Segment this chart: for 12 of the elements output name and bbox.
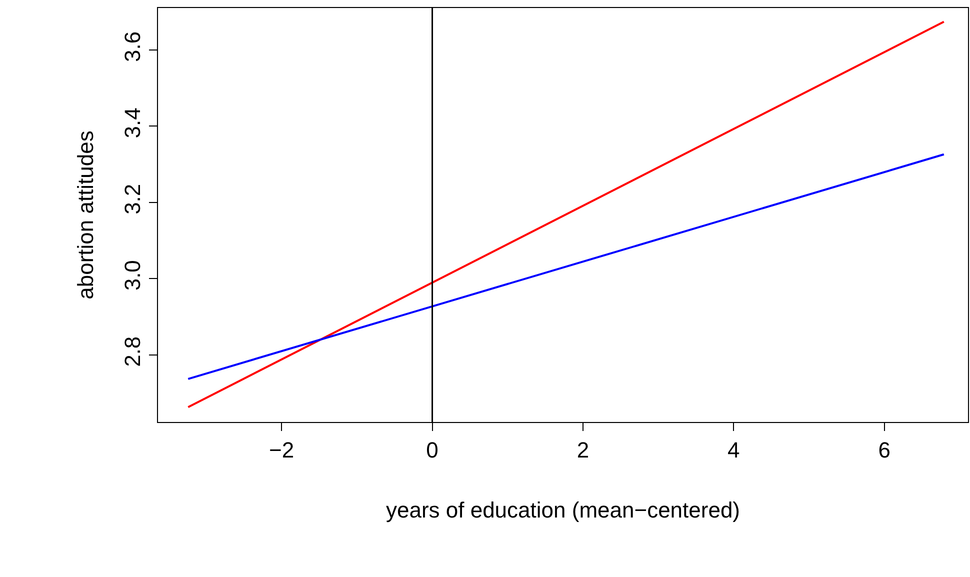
y-tick-label: 3.6 xyxy=(120,31,146,62)
x-tick-label: 0 xyxy=(426,437,438,462)
x-axis-title: years of education (mean−centered) xyxy=(386,497,740,522)
y-axis-title: abortion attitudes xyxy=(73,130,98,300)
x-tick-label: 6 xyxy=(878,437,890,462)
y-tick-label: 2.8 xyxy=(120,336,146,367)
y-tick-label: 3.2 xyxy=(120,184,146,214)
x-tick-label: −2 xyxy=(269,437,294,462)
y-tick-label: 3.0 xyxy=(120,260,146,291)
y-tick-label: 3.4 xyxy=(120,108,146,138)
x-tick-label: 4 xyxy=(728,437,740,462)
x-tick-label: 2 xyxy=(576,437,590,462)
